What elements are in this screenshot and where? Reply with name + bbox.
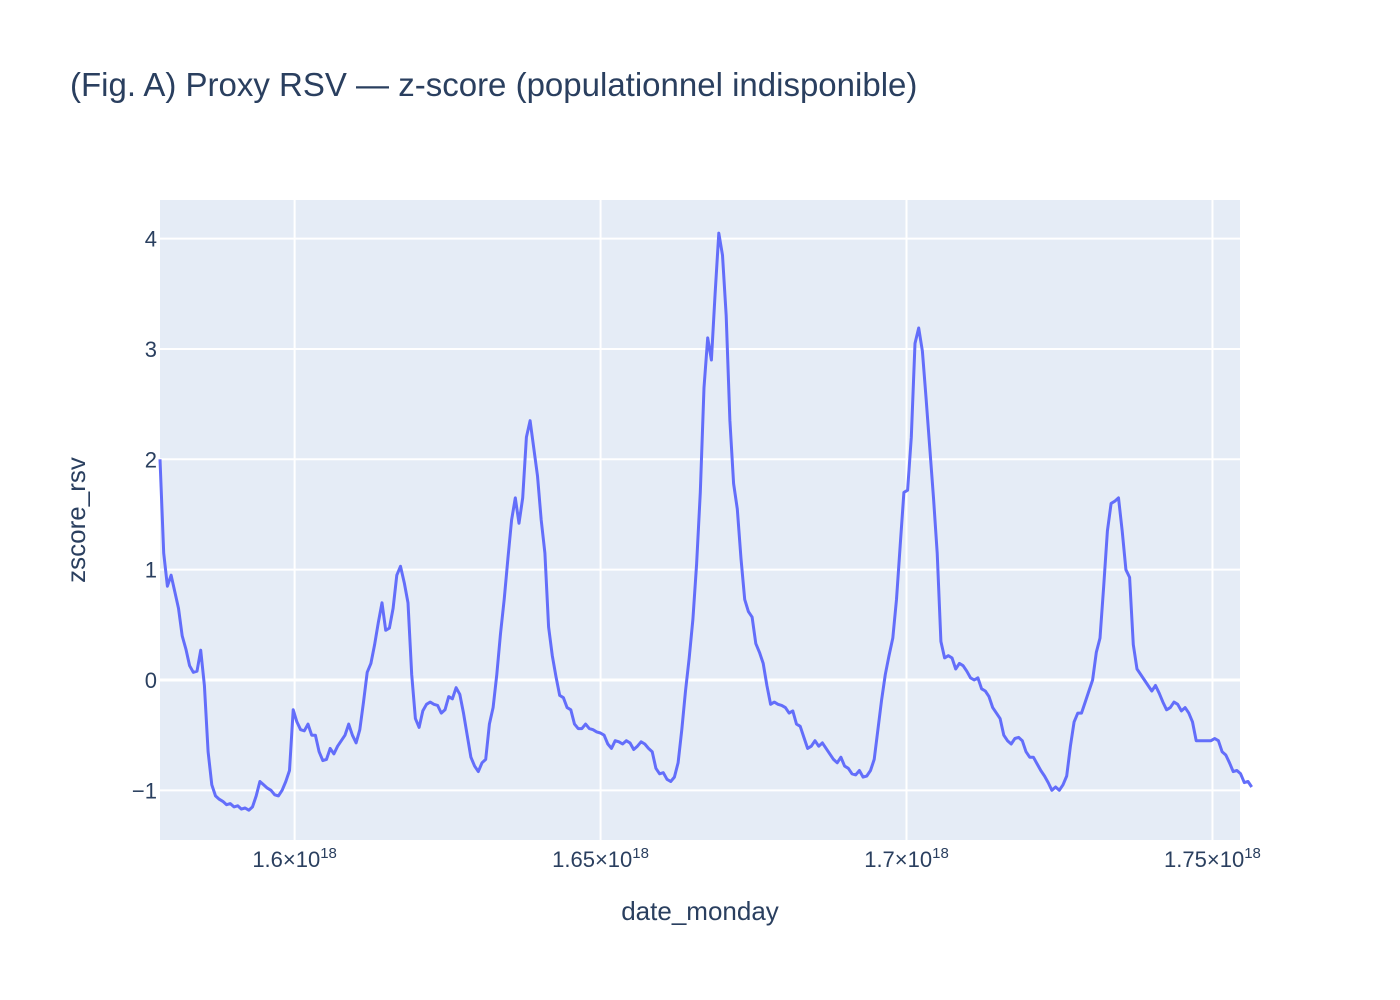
x-tick-mantissa: 1.65×10 <box>552 847 632 872</box>
x-tick-mantissa: 1.75×10 <box>1164 847 1244 872</box>
x-tick-mantissa: 1.7×10 <box>864 847 932 872</box>
x-tick-labels: 1.6×1018 1.65×1018 1.7×1018 1.75×1018 <box>252 845 1261 872</box>
x-tick-mantissa: 1.6×10 <box>252 847 320 872</box>
x-tick-label: 1.6×1018 <box>252 845 337 872</box>
y-tick-label: −1 <box>132 778 157 803</box>
x-tick-label: 1.65×1018 <box>552 845 649 872</box>
y-tick-labels: −1 0 1 2 3 4 <box>132 227 157 804</box>
y-tick-label: 0 <box>145 668 157 693</box>
x-tick-label: 1.7×1018 <box>864 845 949 872</box>
y-axis-title: zscore_rsv <box>61 457 91 583</box>
series-line-zscore-rsv <box>158 231 1253 812</box>
y-tick-label: 4 <box>145 227 157 252</box>
chart-title: (Fig. A) Proxy RSV — z-score (population… <box>70 66 918 103</box>
x-tick-exponent: 18 <box>1244 845 1261 862</box>
x-axis-title: date_monday <box>621 896 779 926</box>
x-tick-label: 1.75×1018 <box>1164 845 1261 872</box>
x-tick-exponent: 18 <box>320 845 337 862</box>
x-tick-exponent: 18 <box>632 845 649 862</box>
y-tick-label: 2 <box>145 447 157 472</box>
y-tick-label: 1 <box>145 558 157 583</box>
x-tick-exponent: 18 <box>932 845 949 862</box>
y-tick-label: 3 <box>145 337 157 362</box>
